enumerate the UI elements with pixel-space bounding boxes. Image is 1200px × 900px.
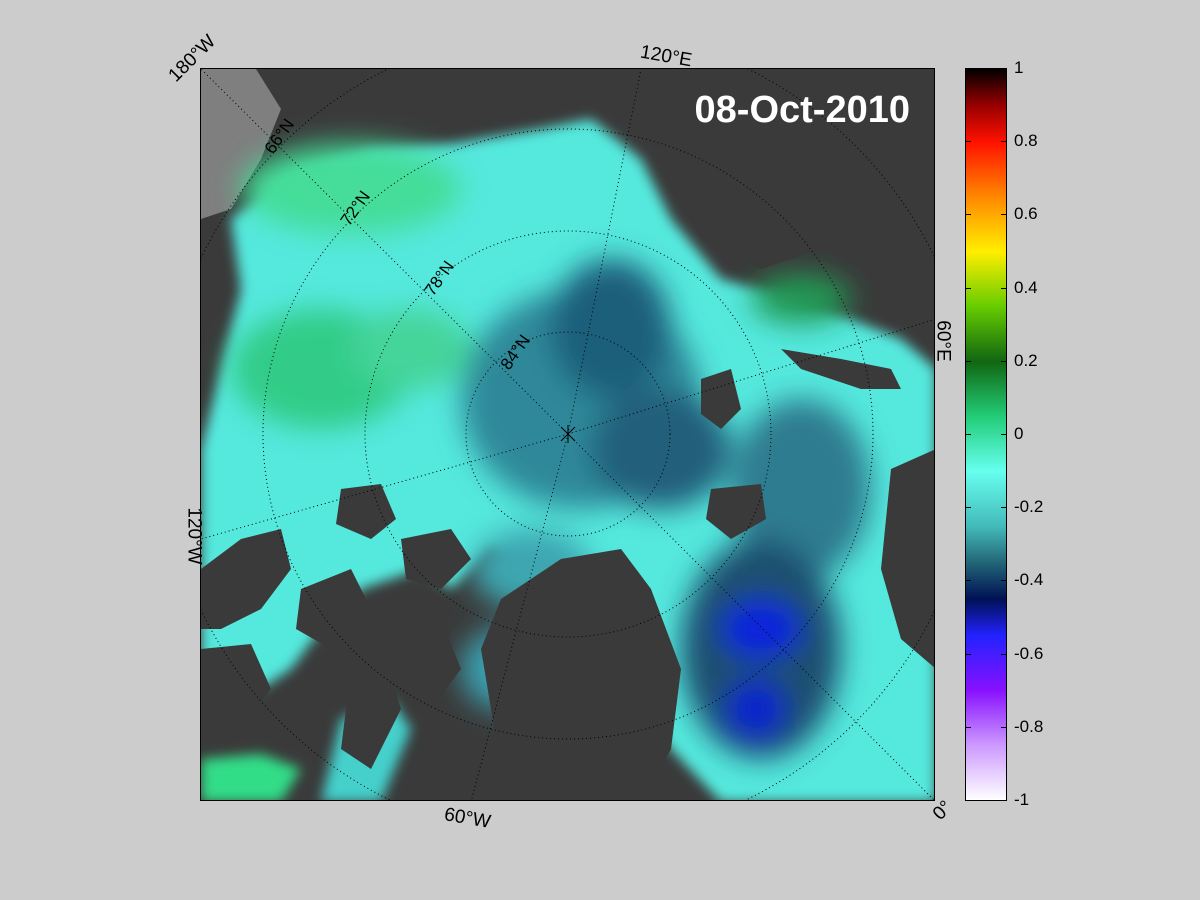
colorbar-tick-mark	[1001, 653, 1007, 655]
north-pole-marker	[560, 425, 576, 443]
colorbar-tick-label: -0.8	[1014, 716, 1044, 736]
svalbard	[701, 369, 741, 429]
date-label: 08-Oct-2010	[694, 89, 910, 131]
colorbar-tick-mark	[1001, 580, 1007, 582]
novaya-zemlya	[781, 349, 901, 389]
colorbar-tick-mark	[1001, 360, 1007, 362]
colorbar-tick-mark	[1001, 507, 1007, 509]
archipelago-islands	[201, 484, 471, 769]
lon-label-0: 0°	[928, 796, 957, 825]
colorbar-tick-mark	[965, 653, 971, 655]
colorbar-tick-mark	[965, 580, 971, 582]
colorbar-tick-mark	[965, 726, 971, 728]
lon-label-60w: 60°W	[442, 804, 493, 833]
colorbar-tick-mark	[1001, 214, 1007, 216]
colorbar-tick-mark	[965, 800, 971, 801]
franz-josef-land	[706, 484, 766, 539]
colorbar-tick-mark	[965, 434, 971, 435]
colorbar-tick-label: -0.4	[1014, 570, 1044, 590]
colorbar-tick-label: -0.2	[1014, 497, 1044, 517]
shelf-region	[201, 69, 281, 219]
colorbar-tick-mark	[965, 360, 971, 362]
colorbar-tick-label: 0.8	[1014, 131, 1038, 151]
colorbar-tick-label: 0.6	[1014, 204, 1038, 224]
colorbar-tick-label: 0	[1014, 424, 1024, 443]
colorbar-tick-label: -0.6	[1014, 643, 1044, 663]
colorbar-tick-mark	[1001, 68, 1007, 69]
colorbar-tick-mark	[1001, 287, 1007, 289]
colorbar-tick-label: -1	[1014, 790, 1030, 809]
scandinavia	[881, 449, 934, 668]
colorbar-tick-mark	[965, 287, 971, 289]
graticule	[201, 69, 934, 800]
siberia-landmass	[631, 69, 934, 329]
colorbar-tick-mark	[1001, 434, 1007, 435]
arctic-map: 66°N 72°N 78°N 84°N	[201, 69, 934, 800]
map-panel: 66°N 72°N 78°N 84°N 08-Oct-2010	[200, 68, 935, 801]
colorbar-tick-mark	[1001, 726, 1007, 728]
colorbar-tick-label: 1	[1014, 58, 1024, 77]
colorbar-tick-mark	[1001, 141, 1007, 143]
colorbar-tick-mark	[1001, 800, 1007, 801]
lon-label-60e: 60°E	[932, 320, 954, 362]
colorbar-tick-mark	[965, 214, 971, 216]
colorbar-tick-mark	[965, 68, 971, 69]
colorbar-tick-mark	[965, 141, 971, 143]
anomaly-field	[231, 144, 871, 759]
colorbar-tick-label: 0.2	[1014, 350, 1038, 370]
colorbar-tick-label: 0.4	[1014, 277, 1038, 297]
lon-label-120w: 120°W	[183, 507, 205, 565]
colorbar-tick-mark	[965, 507, 971, 509]
